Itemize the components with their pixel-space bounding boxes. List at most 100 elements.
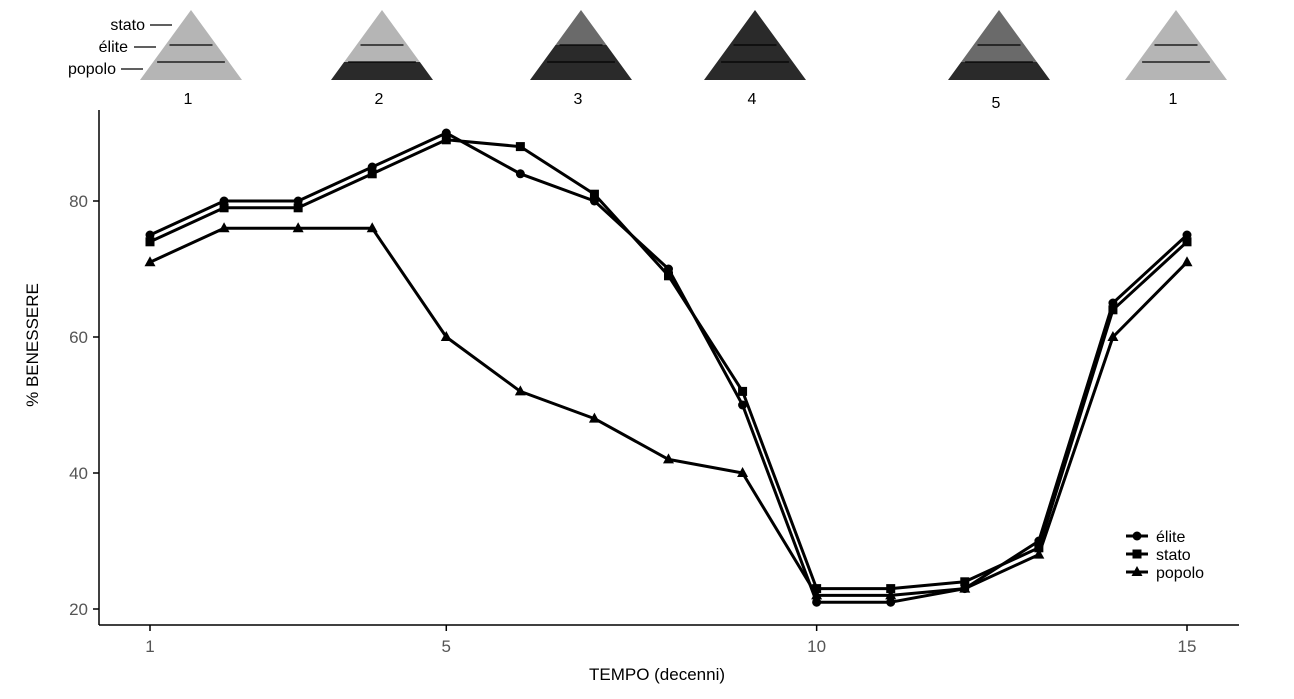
- pyramid-layer-elite: [344, 45, 420, 62]
- pyramid: 1: [1125, 10, 1227, 108]
- pyramid-layer-popolo: [704, 62, 806, 80]
- data-point: [663, 453, 674, 464]
- x-axis-title: TEMPO (decenni): [589, 665, 725, 684]
- data-point: [1107, 331, 1119, 341]
- y-tick-label: 60: [69, 328, 88, 347]
- data-point: [145, 237, 155, 247]
- legend-item: stato: [1126, 547, 1191, 564]
- legend-label: stato: [1156, 547, 1191, 564]
- pyramid-layer-elite: [543, 45, 619, 62]
- y-axis-title: % BENESSERE: [23, 283, 42, 407]
- data-point: [441, 128, 451, 138]
- data-point: [219, 203, 229, 213]
- pyramid-key-label: stato: [110, 17, 145, 34]
- x-tick-label: 5: [442, 637, 451, 656]
- data-point: [367, 162, 377, 172]
- data-point: [811, 589, 823, 600]
- series-popolo: [144, 222, 1193, 600]
- data-point: [812, 584, 822, 594]
- pyramid: 5: [948, 10, 1050, 112]
- data-point: [960, 577, 970, 587]
- data-point: [588, 412, 600, 423]
- pyramid-layer-popolo: [331, 62, 433, 80]
- pyramid-layer-stato: [555, 10, 607, 45]
- data-point: [514, 385, 526, 396]
- data-point: [664, 271, 673, 281]
- pyramid-key: stato élite popolo: [68, 17, 172, 78]
- legend-marker: [1132, 531, 1142, 541]
- legend-marker: [1131, 566, 1143, 576]
- pyramid-layer-stato: [1150, 10, 1202, 45]
- pyramid-number: 3: [574, 91, 583, 108]
- data-point: [886, 597, 896, 607]
- data-point: [1182, 230, 1192, 240]
- pyramid-number: 5: [992, 95, 1001, 112]
- pyramid-layer-elite: [1138, 45, 1214, 62]
- pyramid-layer-stato: [729, 10, 781, 45]
- pyramid-layer-elite: [961, 45, 1037, 62]
- series-line: [149, 138, 1189, 591]
- data-point: [144, 256, 156, 267]
- data-point: [218, 222, 230, 233]
- pyramid-layer-stato: [356, 10, 408, 45]
- data-point: [515, 169, 525, 179]
- data-point: [367, 169, 377, 179]
- y-tick-label: 80: [69, 192, 88, 211]
- data-point: [812, 597, 822, 607]
- pyramid-number: 1: [1169, 91, 1178, 108]
- data-point: [589, 189, 599, 199]
- data-point: [145, 230, 155, 240]
- legend-label: popolo: [1156, 565, 1204, 582]
- data-point: [219, 196, 229, 206]
- y-ticks: 20 40 60 80: [69, 192, 99, 619]
- pyramid: 2: [331, 10, 433, 108]
- pyramid-key-label: élite: [99, 39, 128, 56]
- x-ticks: 1 5 10 15: [145, 625, 1196, 656]
- series-élite: [145, 128, 1192, 607]
- legend-item: popolo: [1126, 565, 1204, 582]
- data-point: [366, 222, 378, 233]
- pyramid-layer-elite: [717, 45, 793, 62]
- data-point: [959, 582, 971, 593]
- data-point: [1108, 298, 1118, 308]
- series-stato: [145, 135, 1192, 594]
- pyramid-layer-popolo: [140, 62, 242, 80]
- pyramid-layer-popolo: [1125, 62, 1227, 80]
- data-point: [292, 222, 304, 233]
- pyramid-strip: 1 2 3 4 5 1 stato élite popolo: [68, 10, 1227, 112]
- data-point: [1034, 543, 1044, 553]
- data-point: [1182, 237, 1192, 247]
- legend-item: élite: [1126, 529, 1185, 546]
- pyramid-layer-stato: [973, 10, 1025, 45]
- y-tick-label: 40: [69, 464, 88, 483]
- pyramid-layer-stato: [165, 10, 217, 45]
- y-tick-label: 20: [69, 600, 88, 619]
- data-point: [885, 589, 897, 600]
- data-point: [738, 386, 748, 396]
- data-point: [886, 584, 896, 594]
- pyramid-layer-popolo: [948, 62, 1050, 80]
- x-tick-label: 10: [807, 637, 826, 656]
- data-point: [1108, 305, 1118, 315]
- data-point: [441, 135, 451, 145]
- legend-marker: [1132, 549, 1142, 559]
- pyramid-number: 4: [748, 91, 757, 108]
- pyramid-key-label: popolo: [68, 61, 116, 78]
- x-tick-label: 15: [1178, 637, 1197, 656]
- data-point: [293, 203, 303, 213]
- pyramid-number: 2: [375, 91, 384, 108]
- pyramid: 1: [140, 10, 242, 108]
- pyramid: 4: [704, 10, 806, 108]
- series-group: [144, 128, 1193, 607]
- data-point: [1033, 548, 1045, 559]
- series-line: [149, 226, 1189, 597]
- pyramid-layer-popolo: [530, 62, 632, 80]
- data-point: [1181, 256, 1193, 267]
- x-tick-label: 1: [145, 637, 154, 656]
- data-point: [440, 331, 452, 341]
- pyramid: 3: [530, 10, 632, 108]
- pyramid-number: 1: [184, 91, 193, 108]
